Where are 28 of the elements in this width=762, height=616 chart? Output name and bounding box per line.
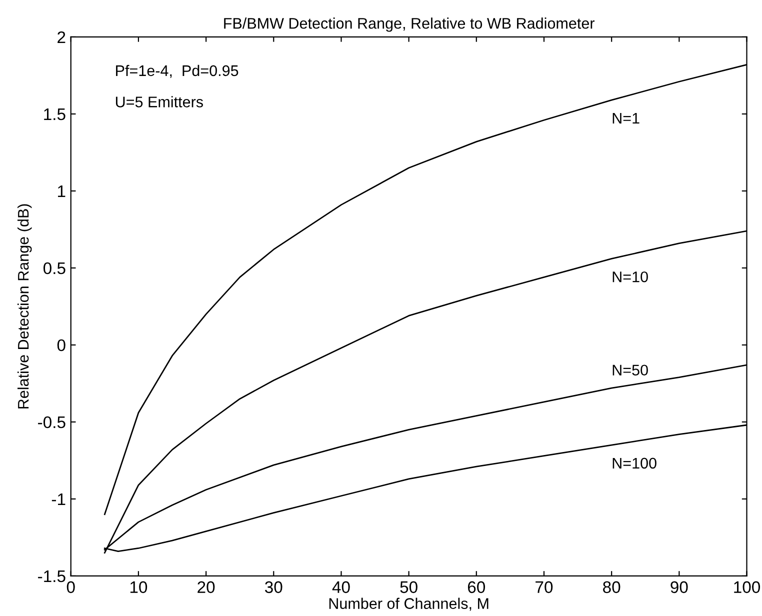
x-tick-label: 10 [130,581,148,594]
annotation: Pf=1e-4, Pd=0.95 [116,64,238,78]
annotation: U=5 Emitters [116,96,203,108]
x-tick-label: 60 [468,581,486,594]
y-tick-label: 2 [58,31,66,43]
x-tick-label: 30 [265,581,282,594]
x-tick-label: 40 [332,581,350,594]
y-axis-title: Relative Detection Range (dB) [17,204,32,408]
x-tick-label: 80 [603,581,620,594]
x-tick-label: 70 [536,581,553,594]
x-tick-label: 0 [66,581,75,594]
chart-title: FB/BMW Detection Range, Relative to WB Radiometer [224,18,595,32]
series-label: N=1 [612,112,640,124]
x-tick-label: 100 [734,581,760,594]
series-label: N=100 [612,458,656,469]
x-tick-label: 20 [198,581,215,594]
series-label: N=10 [612,271,648,282]
y-tick-label: -0.5 [38,416,66,428]
y-tick-label: 1.5 [44,108,66,120]
y-tick-label: -1.5 [38,570,66,582]
x-axis-title: Number of Channels, M [329,598,488,611]
y-tick-label: 1 [58,186,66,197]
y-tick-label: 0.5 [43,262,66,274]
y-tick-label: -1 [52,494,66,505]
x-tick-label: 50 [400,581,418,594]
series-label: N=50 [612,364,648,376]
y-tick-label: 0 [57,339,66,352]
x-tick-label: 90 [670,581,688,594]
